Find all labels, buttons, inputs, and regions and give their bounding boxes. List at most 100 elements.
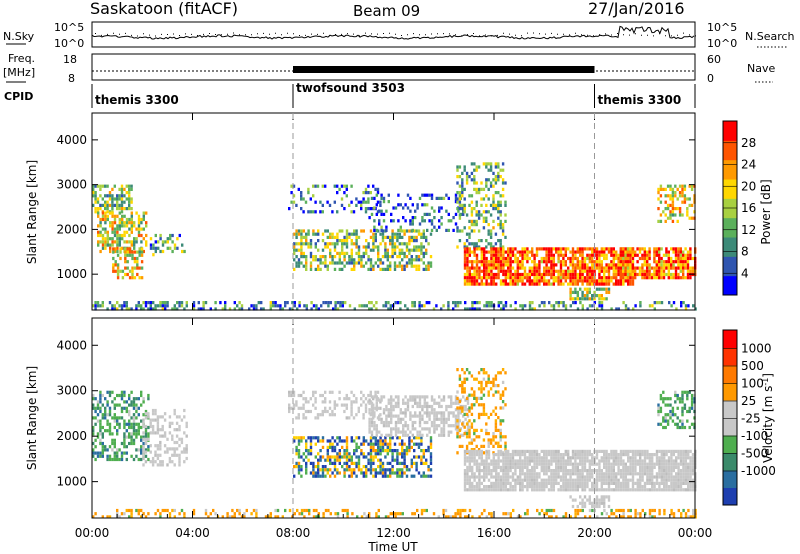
heat-cell bbox=[477, 165, 481, 169]
heat-cell bbox=[171, 434, 174, 438]
heat-cell bbox=[329, 261, 332, 265]
heat-cell bbox=[521, 459, 524, 463]
heat-cell bbox=[384, 301, 388, 305]
heat-cell bbox=[341, 261, 344, 265]
heat-cell bbox=[406, 193, 410, 197]
heat-cell bbox=[374, 239, 377, 243]
heat-cell bbox=[404, 433, 407, 437]
heat-cell bbox=[390, 401, 393, 405]
heat-cell bbox=[562, 272, 565, 277]
heat-cell bbox=[375, 395, 378, 399]
heat-cell bbox=[314, 406, 317, 410]
heat-cell bbox=[497, 171, 500, 175]
heat-cell bbox=[133, 266, 137, 270]
heat-cell bbox=[454, 424, 458, 428]
heat-cell bbox=[173, 304, 176, 308]
heat-cell bbox=[381, 461, 385, 465]
heat-cell bbox=[579, 297, 582, 301]
heat-cell bbox=[307, 458, 310, 462]
heat-cell bbox=[329, 251, 332, 255]
heat-cell bbox=[487, 390, 490, 394]
heat-cell bbox=[502, 462, 505, 466]
heat-cell bbox=[641, 263, 644, 267]
heat-cell bbox=[145, 240, 148, 244]
heat-cell bbox=[389, 445, 392, 449]
heat-cell bbox=[368, 401, 371, 405]
heat-cell bbox=[396, 301, 400, 305]
heat-cell bbox=[121, 269, 125, 273]
heat-cell bbox=[682, 272, 685, 277]
heat-cell bbox=[328, 203, 332, 207]
heat-cell bbox=[333, 406, 336, 410]
heat-cell bbox=[492, 485, 495, 489]
heat-cell bbox=[475, 200, 478, 204]
heat-cell bbox=[316, 184, 320, 188]
heat-cell bbox=[473, 223, 476, 227]
heat-cell bbox=[137, 413, 140, 417]
heat-cell bbox=[430, 411, 434, 415]
heat-cell bbox=[656, 301, 659, 305]
heat-cell bbox=[617, 263, 620, 267]
heat-cell bbox=[475, 181, 478, 185]
heat-cell bbox=[463, 475, 467, 479]
heat-cell bbox=[564, 247, 567, 251]
heat-cell bbox=[605, 263, 608, 267]
heat-cell bbox=[398, 452, 401, 456]
heat-cell bbox=[173, 453, 176, 457]
heat-cell bbox=[663, 459, 666, 463]
heat-cell bbox=[653, 266, 656, 270]
heat-cell bbox=[101, 448, 104, 452]
heat-cell bbox=[641, 256, 644, 261]
heat-cell bbox=[461, 390, 464, 394]
heat-cell bbox=[567, 282, 570, 286]
heat-cell bbox=[125, 422, 128, 426]
heat-cell bbox=[118, 187, 121, 191]
heat-cell bbox=[489, 168, 493, 172]
heat-cell bbox=[468, 175, 471, 179]
heat-cell bbox=[528, 449, 531, 453]
heat-cell bbox=[478, 269, 481, 273]
heat-cell bbox=[648, 472, 651, 476]
heat-cell bbox=[581, 488, 584, 492]
heat-cell bbox=[161, 304, 164, 308]
heat-cell bbox=[142, 307, 145, 311]
heat-cell bbox=[489, 181, 493, 185]
heat-cell bbox=[531, 247, 534, 251]
heat-cell bbox=[101, 393, 104, 398]
heat-cell bbox=[499, 266, 503, 270]
heat-cell bbox=[667, 256, 670, 261]
heat-cell bbox=[619, 250, 622, 254]
heat-cell bbox=[507, 266, 510, 270]
heat-cell bbox=[321, 203, 324, 207]
heat-cell bbox=[514, 472, 517, 476]
heat-cell bbox=[581, 453, 584, 457]
heat-cell bbox=[485, 272, 488, 277]
heat-cell bbox=[272, 301, 275, 305]
heat-cell bbox=[149, 307, 152, 311]
heat-cell bbox=[348, 458, 351, 462]
heat-cell bbox=[319, 449, 322, 453]
heat-cell bbox=[128, 253, 132, 257]
heat-cell bbox=[420, 449, 423, 453]
heat-cell bbox=[653, 475, 656, 479]
heat-cell bbox=[183, 450, 186, 454]
heat-cell bbox=[362, 413, 365, 417]
heat-cell bbox=[598, 266, 601, 270]
heat-cell bbox=[557, 453, 560, 457]
heat-cell bbox=[142, 211, 145, 215]
heat-cell bbox=[304, 409, 308, 414]
heat-cell bbox=[106, 207, 109, 211]
heat-cell bbox=[562, 478, 565, 482]
heat-cell bbox=[615, 475, 618, 479]
heat-cell bbox=[136, 260, 139, 264]
heat-cell bbox=[550, 481, 553, 485]
heat-cell bbox=[372, 461, 375, 465]
heat-cell bbox=[348, 235, 351, 239]
heat-cell bbox=[133, 221, 136, 225]
heat-cell bbox=[684, 263, 687, 267]
heat-cell bbox=[94, 184, 97, 188]
heat-cell bbox=[338, 471, 341, 475]
heat-cell bbox=[662, 266, 666, 270]
heat-cell bbox=[571, 290, 575, 294]
heat-cell bbox=[284, 304, 287, 308]
